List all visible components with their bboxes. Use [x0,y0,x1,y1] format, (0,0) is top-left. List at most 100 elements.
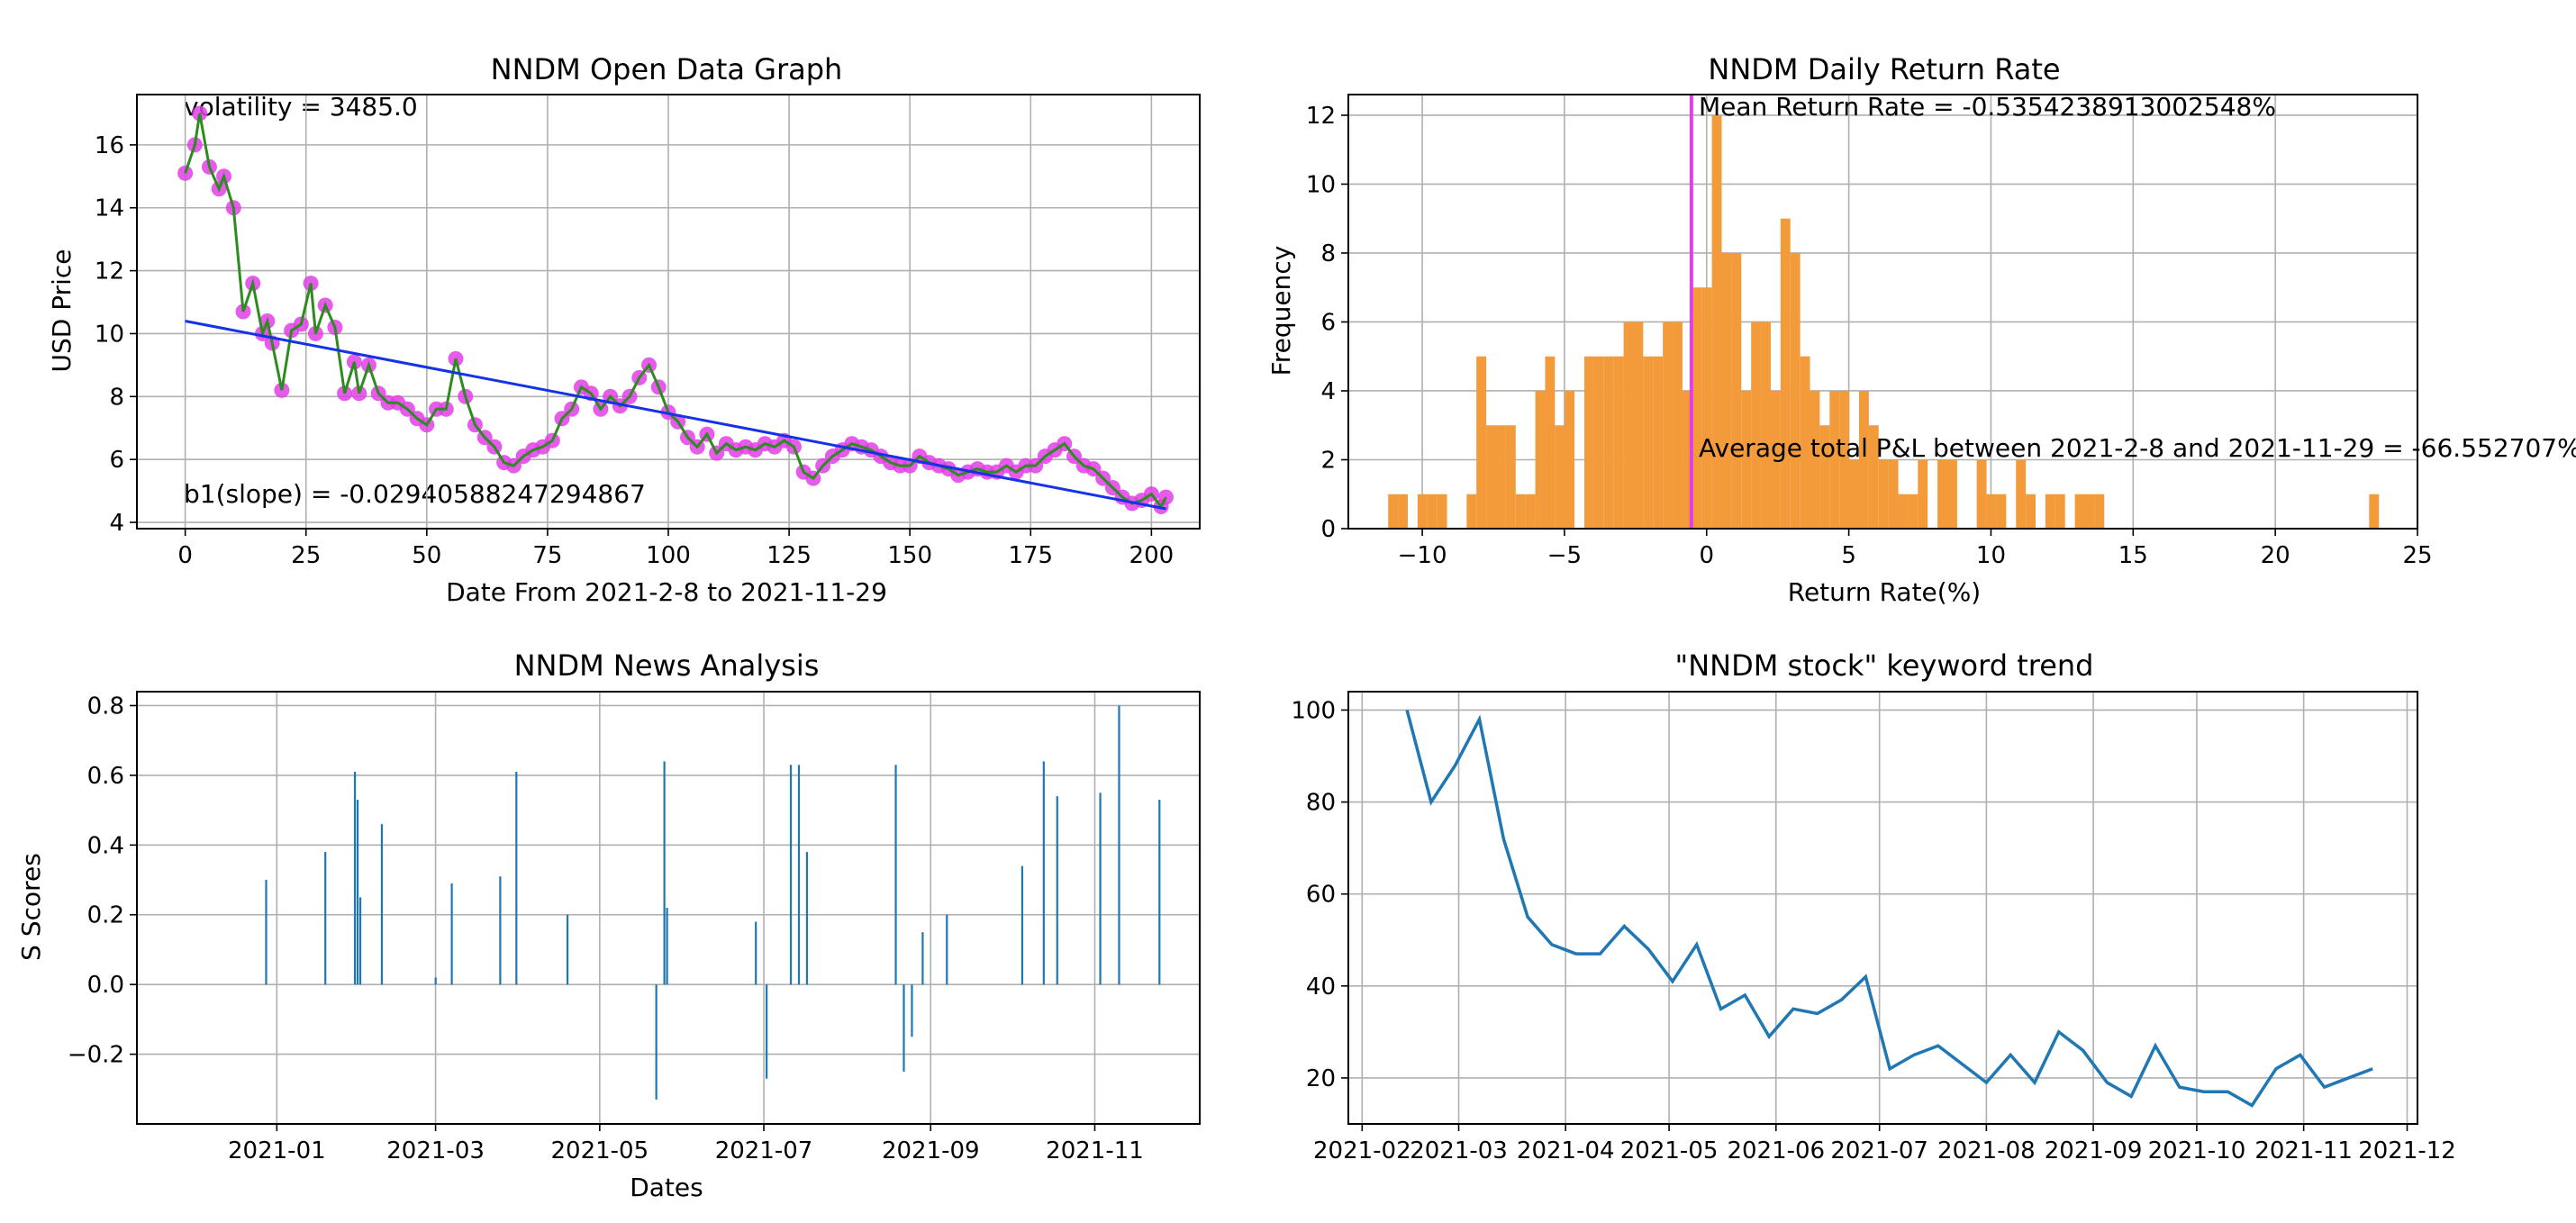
x-tick-label: 50 [412,542,441,569]
histogram-bar [1584,356,1594,529]
histogram-bar [1868,425,1879,529]
histogram-bar [1417,494,1428,529]
sentiment-bar [766,984,768,1079]
sentiment-bar [1158,800,1161,985]
x-tick-label: 2021-01 [228,1137,326,1164]
histogram-bar [1692,287,1702,529]
sentiment-bar [903,984,905,1072]
histogram-bar [2054,494,2065,529]
sentiment-bar [805,852,809,985]
x-tick-label: 5 [1841,542,1856,569]
y-tick-label: 4 [1320,378,1336,405]
histogram-bar [1751,322,1762,529]
histogram-bar [1388,494,1399,529]
x-tick-label: 100 [646,542,691,569]
y-tick-label: 0.4 [87,832,124,859]
histogram-bar [1888,459,1899,529]
histogram-bar [1741,390,1752,529]
axes-frame [136,691,1201,1125]
y-tick-label: 8 [109,384,124,411]
histogram-bar [1466,494,1477,529]
y-tick-label: 60 [1306,882,1336,909]
x-tick-label: 150 [887,542,932,569]
sentiment-bar [797,765,801,985]
axes-frame [1347,691,2418,1125]
histogram-bar [1535,390,1546,529]
sentiment-bar [356,800,359,985]
histogram-bar [1918,459,1928,529]
slope-annotation: b1(slope) = -0.02940588247294867 [184,479,646,509]
histogram-bar [1800,356,1810,529]
x-tick-label: 10 [1976,542,2006,569]
histogram-bar [1515,494,1526,529]
histogram-bar [1878,459,1889,529]
x-tick-label: 2021-04 [1517,1137,1615,1164]
x-tick-label: 15 [2118,542,2148,569]
x-tick-label: −10 [1398,542,1447,569]
x-tick-label: 2021-06 [1727,1137,1825,1164]
y-tick-label: 12 [1306,103,1336,130]
histogram-bar [2369,494,2380,529]
sentiment-bar [946,914,948,985]
y-tick-label: 2 [1320,447,1336,474]
histogram-bar [1711,114,1722,529]
volatility-annotation: volatility = 3485.0 [184,92,418,122]
y-tick-label: −0.2 [68,1042,124,1069]
histogram-bar [1486,425,1497,529]
histogram-bar [1761,322,1771,529]
y-tick-label: 0 [1320,516,1336,543]
histogram-bar [1653,356,1664,529]
axes-frame [1347,94,2418,530]
sentiment-bar [353,772,357,985]
histogram-bar [1565,390,1575,529]
x-tick-label: 2021-05 [1620,1137,1719,1164]
histogram-bar [1701,287,1712,529]
histogram-bar [2094,494,2105,529]
x-tick-label: 2021-10 [2148,1137,2246,1164]
histogram-bar [1437,494,1447,529]
y-tick-label: 10 [95,321,124,348]
histogram-bar [1476,356,1487,529]
y-tick-label: 6 [1320,309,1336,336]
histogram-bar [2084,494,2095,529]
x-tick-label: 2021-02 [1313,1137,1411,1164]
x-tick-label: 2021-12 [2358,1137,2456,1164]
histogram-bar [2074,494,2085,529]
histogram-bar [1937,459,1948,529]
histogram-bar [1593,356,1604,529]
x-tick-label: 2021-07 [1830,1137,1928,1164]
histogram-bar [1996,494,2007,529]
y-tick-label: 0.8 [87,693,124,720]
x-tick-label: 0 [177,542,193,569]
y-tick-label: 16 [95,132,124,159]
sentiment-bar [1020,865,1024,985]
histogram-bar [1770,390,1781,529]
x-tick-label: 2021-08 [1937,1137,2036,1164]
histogram-bar [1505,425,1516,529]
y-tick-label: 0.6 [87,763,124,790]
histogram-bar [1839,390,1850,529]
x-tick-label: 2021-07 [715,1137,813,1164]
histogram-bar [1898,494,1909,529]
sentiment-bar [663,761,666,985]
sentiment-bar [1042,761,1045,985]
sentiment-bar [324,852,327,985]
trend-series-line [1405,709,2373,1108]
x-tick-label: 2021-11 [1046,1137,1144,1164]
histogram-bar [1810,390,1820,529]
y-axis-label: USD Price [47,249,77,372]
trend-line [185,320,1166,511]
x-tick-label: 25 [291,542,321,569]
y-tick-label: 4 [109,510,124,537]
sentiment-bar [1099,793,1102,985]
y-tick-label: 8 [1320,240,1336,267]
histogram-bar [1525,494,1536,529]
histogram-bar [2016,459,2027,529]
y-tick-label: 0.0 [87,972,124,999]
histogram-bar [2026,494,2036,529]
sentiment-bar [894,765,897,985]
histogram-bar [1790,252,1800,529]
sentiment-bar [666,908,668,985]
chart-title: NNDM Daily Return Rate [1708,52,2060,86]
